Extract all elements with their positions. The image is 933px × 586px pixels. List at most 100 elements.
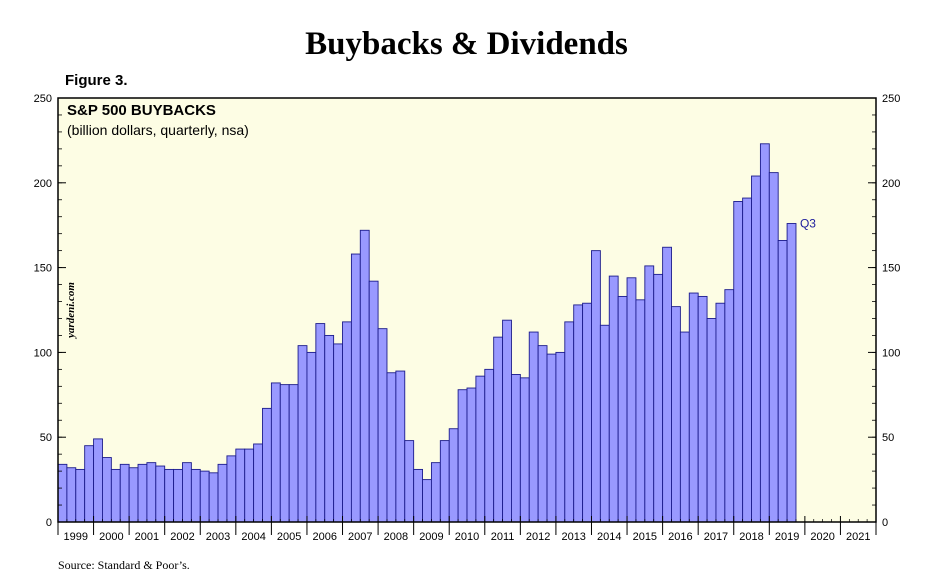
bar-2006-q2 — [315, 323, 326, 523]
bar-2010-q3 — [466, 387, 477, 523]
bar-2006-q4 — [333, 343, 343, 523]
bar-2003-q1 — [199, 470, 210, 523]
bar-2007-q2 — [350, 253, 361, 523]
bar-2004-q4 — [262, 407, 272, 523]
y-tick-label-left: 0 — [46, 517, 52, 529]
x-year-label-2002: 2002 — [170, 531, 194, 543]
axes: 0 0 50 50 100 100 150 150 200 200 250 250 1999 2000 20… — [34, 93, 901, 543]
x-year-label-2013: 2013 — [561, 531, 585, 543]
bar-2014-q2 — [599, 324, 610, 523]
bar-2009-q2 — [422, 479, 432, 523]
bar-2000-q1 — [93, 438, 103, 523]
bar-2002-q4 — [190, 468, 201, 523]
x-year-label-2011: 2011 — [491, 531, 515, 543]
bar-2017-q2 — [706, 318, 717, 523]
bar-2002-q1 — [164, 468, 175, 523]
bar-2013-q2 — [564, 321, 575, 523]
bar-2012-q4 — [546, 353, 557, 523]
figure-label: Figure 3. — [65, 72, 128, 89]
bar-1999-q3 — [75, 468, 86, 523]
bar-2005-q2 — [279, 384, 290, 523]
bar-2001-q4 — [155, 465, 166, 523]
yardeni-watermark: yardeni.com — [65, 282, 77, 340]
bar-2018-q4 — [759, 143, 770, 523]
bar-2009-q4 — [439, 440, 450, 523]
bar-1999-q2 — [66, 467, 77, 523]
x-year-label-2007: 2007 — [348, 531, 372, 543]
bar-2012-q1 — [519, 377, 530, 523]
bar-2012-q2 — [528, 331, 539, 523]
y-tick-label-left: 200 — [34, 178, 52, 190]
x-year-label-2018: 2018 — [739, 531, 763, 543]
y-tick-label-left: 100 — [34, 347, 52, 359]
bar-2006-q1 — [306, 351, 317, 523]
bar-2010-q4 — [475, 375, 486, 523]
bar-2007-q3 — [359, 229, 370, 523]
bar-2014-q4 — [617, 295, 628, 523]
bar-2005-q3 — [288, 384, 299, 523]
y-tick-label-right: 100 — [882, 347, 900, 359]
source-note: Source: Standard & Poor’s. — [58, 558, 190, 572]
bar-2008-q2 — [386, 372, 397, 523]
x-year-label-2014: 2014 — [597, 531, 621, 543]
bar-2008-q3 — [395, 370, 406, 523]
bar-2015-q4 — [653, 273, 664, 523]
bar-2014-q1 — [591, 250, 601, 523]
bar-2000-q3 — [110, 468, 121, 523]
bar-2008-q4 — [404, 440, 415, 523]
bar-1999-q1 — [57, 463, 68, 523]
bar-2011-q3 — [502, 319, 512, 523]
bar-2019-q2 — [777, 240, 788, 523]
x-year-label-2005: 2005 — [277, 531, 301, 543]
bar-2014-q3 — [608, 275, 619, 523]
bar-2001-q3 — [146, 462, 157, 523]
x-year-label-2015: 2015 — [633, 531, 657, 543]
x-year-label-2006: 2006 — [312, 531, 336, 543]
bar-2016-q1 — [662, 246, 672, 523]
x-year-label-2003: 2003 — [206, 531, 230, 543]
x-year-label-2021: 2021 — [846, 531, 870, 543]
bar-2011-q2 — [493, 336, 504, 523]
bar-2007-q4 — [368, 280, 379, 523]
bar-1999-q4 — [84, 445, 95, 523]
bar-2001-q1 — [128, 467, 139, 523]
y-tick-label-right: 0 — [882, 517, 888, 529]
bar-2002-q3 — [182, 462, 192, 523]
x-year-label-2016: 2016 — [668, 531, 692, 543]
y-tick-label-right: 50 — [882, 432, 894, 444]
bar-2004-q1 — [235, 448, 246, 523]
x-year-label-2008: 2008 — [384, 531, 408, 543]
y-tick-label-right: 250 — [882, 93, 900, 105]
bar-2017-q4 — [724, 289, 735, 523]
bar-2015-q1 — [626, 277, 637, 523]
x-year-label-2010: 2010 — [455, 531, 479, 543]
bar-2011-q4 — [511, 374, 521, 523]
x-year-label-1999: 1999 — [64, 531, 88, 543]
x-year-label-2001: 2001 — [135, 531, 159, 543]
bar-2003-q3 — [217, 463, 228, 523]
bar-2000-q2 — [102, 457, 112, 523]
bar-2005-q4 — [297, 345, 308, 523]
bar-2007-q1 — [342, 321, 352, 523]
x-year-label-2012: 2012 — [526, 531, 550, 543]
bar-2016-q3 — [679, 331, 690, 523]
y-tick-label-right: 200 — [882, 178, 900, 190]
y-tick-label-right: 150 — [882, 263, 900, 275]
bar-2015-q3 — [644, 265, 655, 523]
bar-2012-q3 — [537, 345, 548, 523]
main-title: Buybacks & Dividends — [305, 26, 628, 62]
y-tick-label-left: 250 — [34, 93, 52, 105]
y-tick-label-left: 150 — [34, 263, 52, 275]
bar-2005-q1 — [270, 382, 281, 523]
bar-2009-q1 — [413, 468, 423, 523]
bar-2013-q3 — [573, 304, 584, 523]
bar-2009-q3 — [430, 462, 441, 523]
bar-2010-q1 — [448, 428, 459, 523]
bar-2015-q2 — [635, 299, 646, 523]
bar-2004-q2 — [244, 448, 255, 523]
x-year-label-2000: 2000 — [99, 531, 123, 543]
bar-2006-q3 — [324, 334, 335, 523]
bar-2011-q1 — [484, 368, 495, 523]
bar-2018-q3 — [751, 175, 761, 523]
